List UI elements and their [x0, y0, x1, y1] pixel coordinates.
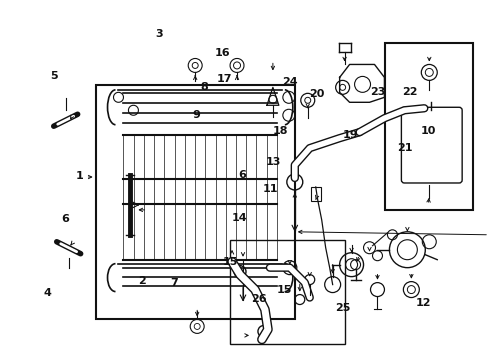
Bar	[95, 85, 294, 319]
Text: 26: 26	[250, 294, 266, 304]
Text: 13: 13	[265, 157, 281, 167]
Text: 1: 1	[76, 171, 83, 181]
Text: 21: 21	[397, 143, 412, 153]
Text: 8: 8	[200, 82, 208, 93]
Text: 6: 6	[61, 215, 69, 224]
Text: 16: 16	[214, 48, 229, 58]
Text: 3: 3	[155, 30, 163, 39]
Text: 12: 12	[415, 298, 430, 309]
Text: 20: 20	[308, 89, 324, 99]
Text: 19: 19	[342, 130, 358, 140]
Text: 6: 6	[238, 170, 246, 180]
Text: 11: 11	[262, 184, 278, 194]
Text: 7: 7	[170, 278, 177, 288]
Bar	[310, 187, 320, 201]
Text: 15: 15	[222, 257, 237, 267]
Text: 22: 22	[402, 87, 417, 97]
Bar	[385, 42, 472, 210]
Text: 23: 23	[369, 87, 385, 97]
Text: 18: 18	[272, 126, 288, 136]
Text: 15: 15	[276, 285, 291, 295]
Bar	[229, 240, 344, 345]
Text: 14: 14	[231, 213, 247, 223]
Text: 9: 9	[192, 110, 200, 120]
Text: 17: 17	[216, 74, 231, 84]
Text: 24: 24	[282, 77, 298, 87]
Text: 4: 4	[43, 288, 51, 298]
Text: 25: 25	[334, 303, 350, 313]
Text: 2: 2	[138, 276, 146, 286]
Text: 5: 5	[50, 71, 57, 81]
Text: 10: 10	[420, 126, 435, 136]
